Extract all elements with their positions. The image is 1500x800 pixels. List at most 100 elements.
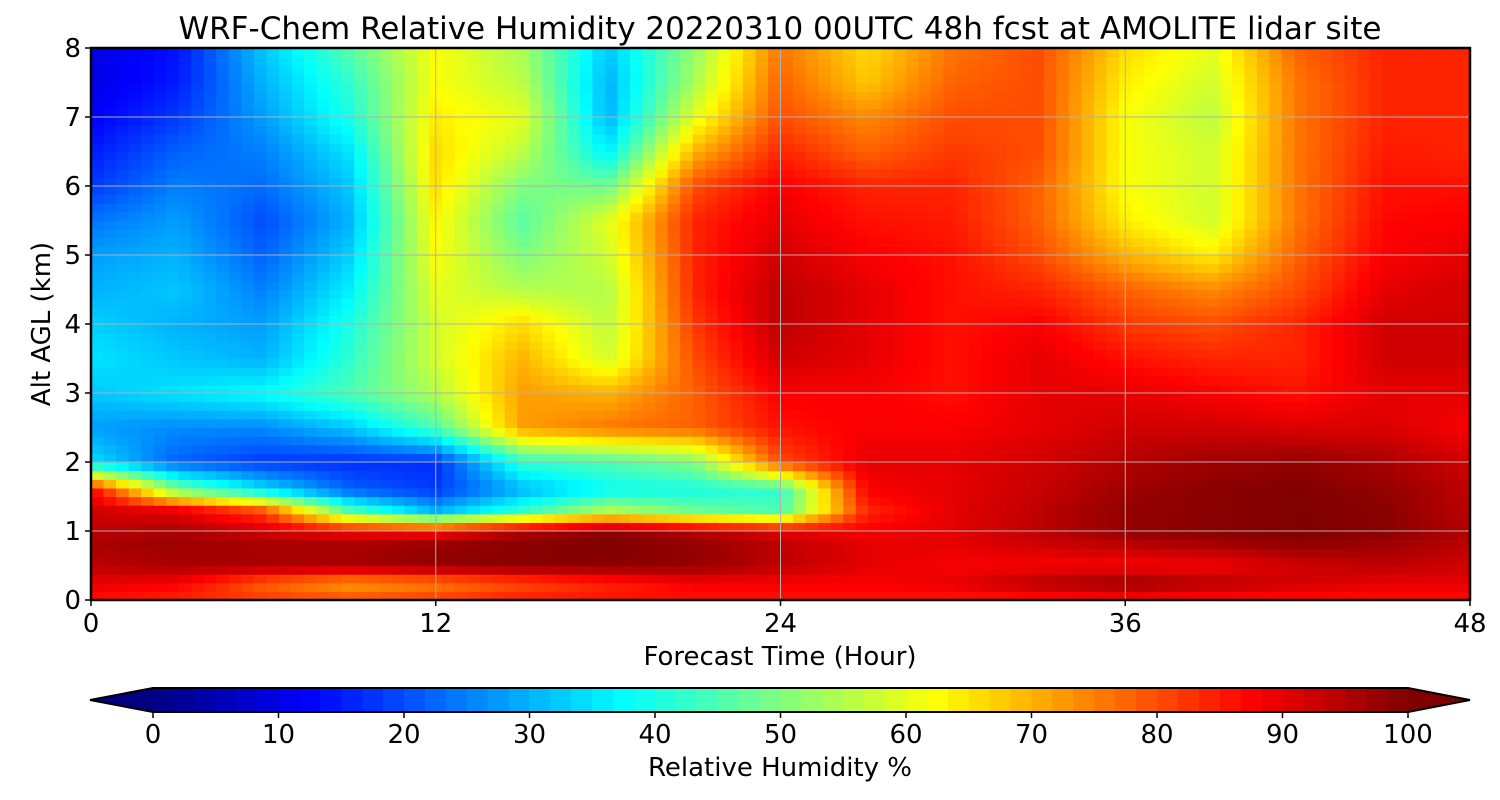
heatmap-cell: [730, 255, 744, 265]
heatmap-cell: [1256, 505, 1271, 515]
heatmap-cell: [742, 393, 757, 403]
heatmap-cell: [1056, 591, 1070, 601]
heatmap-cell: [993, 582, 1007, 592]
heatmap-cell: [1407, 531, 1421, 541]
heatmap-cell: [1194, 548, 1208, 558]
heatmap-cell: [1407, 522, 1421, 532]
heatmap-cell: [141, 237, 155, 247]
heatmap-cell: [1106, 289, 1120, 299]
heatmap-cell: [1194, 280, 1208, 291]
heatmap-cell: [1219, 220, 1233, 230]
heatmap-cell: [1394, 582, 1408, 592]
heatmap-cell: [279, 393, 293, 403]
heatmap-cell: [354, 513, 368, 523]
heatmap-cell: [554, 591, 568, 601]
heatmap-cell: [1018, 384, 1032, 394]
heatmap-cell: [304, 358, 318, 368]
heatmap-cell: [567, 255, 581, 265]
heatmap-cell: [981, 548, 995, 558]
heatmap-cell: [153, 280, 167, 291]
heatmap-cell: [266, 324, 280, 334]
heatmap-cell: [454, 462, 468, 472]
heatmap-cell: [1093, 591, 1108, 601]
heatmap-cell: [1444, 591, 1459, 601]
heatmap-cell: [517, 401, 531, 411]
heatmap-cell: [1344, 375, 1358, 385]
heatmap-cell: [730, 462, 744, 472]
heatmap-cell: [379, 280, 393, 291]
heatmap-cell: [442, 418, 456, 429]
heatmap-cell: [329, 548, 343, 558]
heatmap-cell: [1131, 280, 1145, 291]
heatmap-cell: [128, 375, 142, 385]
heatmap-cell: [1419, 496, 1433, 506]
heatmap-cell: [178, 349, 192, 360]
heatmap-cell: [354, 280, 368, 291]
heatmap-cell: [366, 487, 380, 498]
heatmap-cell: [843, 531, 857, 541]
heatmap-cell: [228, 349, 243, 360]
heatmap-cell: [141, 582, 155, 592]
heatmap-cell: [329, 496, 343, 506]
heatmap-cell: [1307, 298, 1321, 308]
heatmap-cell: [316, 470, 330, 480]
heatmap-cell: [592, 401, 606, 411]
heatmap-cell: [1106, 306, 1120, 316]
heatmap-cell: [868, 358, 882, 368]
heatmap-cell: [1244, 384, 1258, 394]
heatmap-cell: [1332, 487, 1346, 498]
heatmap-cell: [191, 436, 205, 446]
heatmap-cell: [592, 384, 606, 394]
heatmap-cell: [855, 470, 869, 480]
heatmap-cell: [767, 272, 782, 282]
heatmap-cell: [968, 211, 982, 222]
heatmap-cell: [692, 401, 706, 411]
heatmap-cell: [454, 255, 468, 265]
heatmap-cell: [981, 349, 995, 360]
heatmap-cell: [191, 306, 205, 316]
heatmap-cell: [391, 453, 406, 463]
heatmap-cell: [692, 418, 706, 429]
heatmap-cell: [943, 349, 957, 360]
heatmap-cell: [1269, 246, 1283, 256]
heatmap-cell: [1106, 470, 1120, 480]
heatmap-cell: [492, 539, 506, 549]
heatmap-cell: [1206, 315, 1220, 325]
heatmap-cell: [1206, 418, 1220, 429]
heatmap-cell: [442, 505, 456, 515]
heatmap-cell: [253, 505, 268, 515]
heatmap-cell: [1169, 574, 1183, 584]
heatmap-cell: [1144, 436, 1158, 446]
heatmap-cell: [203, 332, 217, 342]
heatmap-cell: [467, 565, 481, 575]
heatmap-cell: [1144, 349, 1158, 360]
heatmap-cell: [680, 513, 694, 523]
heatmap-cell: [880, 220, 894, 230]
heatmap-cell: [1093, 272, 1108, 282]
heatmap-cell: [1144, 539, 1158, 549]
heatmap-cell: [554, 470, 568, 480]
heatmap-cell: [1219, 522, 1233, 532]
heatmap-cell: [742, 505, 757, 515]
heatmap-cell: [1319, 574, 1333, 584]
heatmap-cell: [153, 349, 167, 360]
heatmap-cell: [1281, 556, 1296, 567]
heatmap-cell: [1256, 332, 1271, 342]
heatmap-cell: [1256, 367, 1271, 377]
heatmap-cell: [956, 237, 970, 247]
heatmap-cell: [1269, 255, 1283, 265]
heatmap-cell: [1256, 272, 1271, 282]
heatmap-cell: [880, 513, 894, 523]
heatmap-cell: [717, 229, 731, 239]
heatmap-cell: [1169, 220, 1183, 230]
heatmap-cell: [1369, 237, 1383, 247]
heatmap-cell: [630, 401, 644, 411]
heatmap-cell: [253, 211, 268, 222]
heatmap-cell: [1332, 410, 1346, 420]
heatmap-cell: [1131, 349, 1145, 360]
heatmap-cell: [767, 582, 782, 592]
heatmap-cell: [742, 556, 757, 567]
heatmap-cell: [1457, 462, 1471, 472]
heatmap-cell: [1444, 349, 1459, 360]
heatmap-cell: [354, 574, 368, 584]
